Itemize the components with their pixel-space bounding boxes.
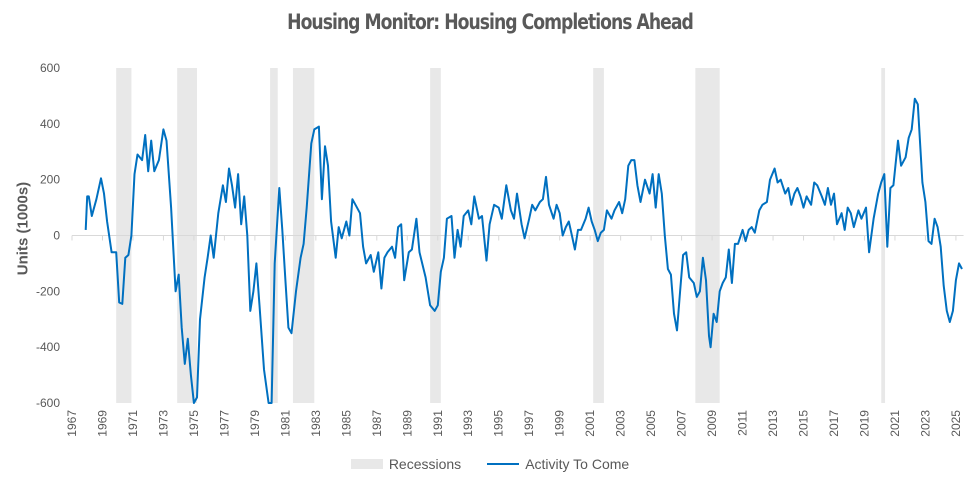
legend-label: Recessions xyxy=(388,456,462,472)
series-swatch xyxy=(487,463,520,465)
legend-item-activity: Activity To Come xyxy=(487,456,629,472)
x-tick-label: 2025 xyxy=(949,410,963,437)
x-tick-label: 1969 xyxy=(95,410,109,437)
x-tick-label: 2001 xyxy=(583,410,597,437)
x-tick-label: 2009 xyxy=(705,410,719,437)
x-tick-label: 1981 xyxy=(278,410,292,437)
y-tick-label: 0 xyxy=(53,229,60,243)
x-tick-label: 1985 xyxy=(339,410,353,437)
series-line-activity-to-come xyxy=(84,97,963,404)
y-tick-label: -400 xyxy=(36,340,60,354)
x-tick-label: 1967 xyxy=(65,410,79,437)
x-tick-label: 1991 xyxy=(431,410,445,437)
x-tick-label: 2011 xyxy=(736,410,750,436)
legend: Recessions Activity To Come xyxy=(0,456,980,472)
x-tick-label: 1997 xyxy=(522,410,536,437)
x-tick-label: 1995 xyxy=(492,410,506,437)
x-tick-label: 1993 xyxy=(461,410,475,437)
x-tick-label: 1999 xyxy=(553,410,567,437)
x-tick-label: 1977 xyxy=(217,410,231,437)
x-tick-label: 2007 xyxy=(675,410,689,437)
y-tick-label: -200 xyxy=(36,284,60,298)
y-tick-label: -600 xyxy=(36,396,60,410)
chart-title: Housing Monitor: Housing Completions Ahe… xyxy=(287,10,694,34)
x-tick-label: 2023 xyxy=(918,410,932,437)
y-tick-label: 600 xyxy=(40,61,60,75)
x-tick-label: 2019 xyxy=(857,410,871,437)
x-tick-label: 1973 xyxy=(156,410,170,437)
x-tick-label: 1979 xyxy=(248,410,262,437)
x-tick-label: 2003 xyxy=(614,410,628,437)
x-tick-label: 2017 xyxy=(827,410,841,437)
x-tick-label: 1987 xyxy=(370,410,384,437)
x-tick-label: 1971 xyxy=(126,410,140,437)
legend-label: Activity To Come xyxy=(525,456,630,472)
x-tick-label: 2005 xyxy=(644,410,658,437)
x-tick-label: 1983 xyxy=(309,410,323,437)
x-tick-label: 2013 xyxy=(766,410,780,437)
recession-swatch xyxy=(350,459,383,469)
x-tick-label: 1989 xyxy=(400,410,414,437)
legend-item-recessions: Recessions xyxy=(350,456,462,472)
y-tick-label: 200 xyxy=(40,173,60,187)
x-tick-label: 1975 xyxy=(187,410,201,437)
y-tick-label: 400 xyxy=(40,117,60,131)
x-tick-label: 2021 xyxy=(888,410,902,437)
x-tick-label: 2015 xyxy=(797,410,811,437)
